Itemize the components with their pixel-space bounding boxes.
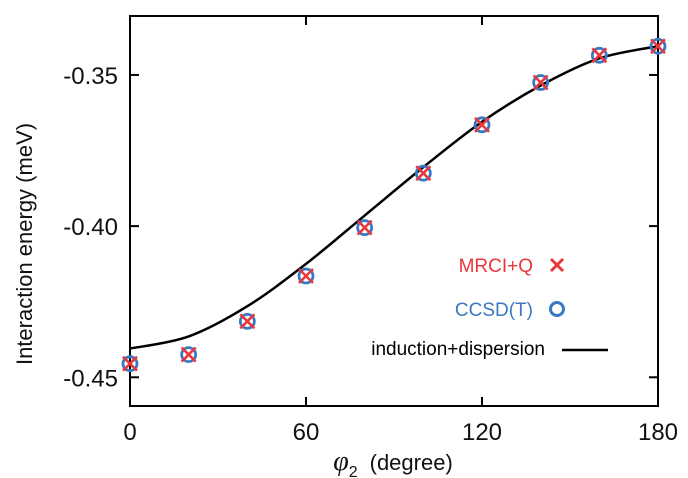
ccsdt-point	[649, 37, 667, 55]
mrciq-point-stroke	[356, 219, 373, 236]
mrciq-point	[298, 268, 314, 284]
x-axis-symbol: φ	[333, 446, 349, 477]
mrciq-point	[650, 38, 666, 55]
mrciq-point	[122, 355, 138, 372]
mrciq-point	[591, 47, 608, 64]
legend-label-induction-dispersion: induction+dispersion	[371, 339, 545, 360]
mrciq-point-stroke	[239, 313, 256, 330]
legend-label-ccsdt: CCSD(T)	[455, 300, 533, 321]
x-tick-label: 120	[462, 419, 502, 446]
legend-marker-ccsdt	[549, 301, 565, 317]
ccsdt-point	[414, 164, 432, 182]
ccsdt-point	[532, 74, 550, 91]
ccsdt-point	[590, 46, 608, 64]
legend: MRCI+Q CCSD(T) induction+dispersion	[371, 256, 608, 360]
x-tick-label: 180	[638, 419, 678, 446]
mrciq-point	[356, 219, 373, 236]
ccsdt-point	[121, 355, 139, 373]
data-markers	[121, 37, 667, 373]
x-tick-label: 60	[293, 419, 320, 446]
mrciq-point-stroke	[298, 268, 314, 284]
ccsdt-point	[356, 219, 374, 237]
mrciq-point	[239, 313, 256, 330]
mrciq-point-stroke	[474, 116, 490, 133]
mrciq-point	[415, 165, 432, 182]
mrciq-point-stroke	[591, 47, 608, 64]
y-tick-label: -0.35	[63, 63, 118, 90]
mrciq-point-stroke	[415, 165, 432, 182]
ccsdt-point	[297, 267, 315, 285]
x-axis-subscript: 2	[349, 464, 358, 478]
y-tick-label: -0.40	[63, 214, 118, 241]
mrciq-point-stroke	[650, 38, 666, 55]
y-tick-label: -0.45	[63, 365, 118, 392]
mrciq-point-stroke	[532, 74, 549, 91]
plot-area	[129, 15, 659, 407]
legend-label-mrciq: MRCI+Q	[459, 256, 533, 277]
ccsdt-point	[473, 116, 491, 134]
legend-marker-mrciq	[549, 257, 565, 273]
ccsdt-point	[180, 346, 198, 364]
mrciq-point	[532, 74, 549, 91]
model-curve-layer	[129, 45, 659, 350]
axis-ticks: 0 60 120 180 -0.35 -0.40 -0.45	[63, 16, 678, 446]
mrciq-point-stroke	[180, 346, 197, 363]
y-axis-label: Interaction energy (meV)	[12, 123, 37, 365]
plot-frame	[129, 15, 659, 407]
x-axis-unit: (degree)	[370, 450, 453, 475]
ccsdt-point	[238, 312, 256, 330]
x-axis-label: φ2 (degree)	[333, 446, 453, 478]
mrciq-point	[180, 346, 197, 363]
mrciq-point-stroke	[122, 355, 138, 372]
induction-dispersion-curve	[129, 45, 659, 350]
x-tick-label: 0	[123, 419, 136, 446]
mrciq-point	[474, 116, 490, 133]
